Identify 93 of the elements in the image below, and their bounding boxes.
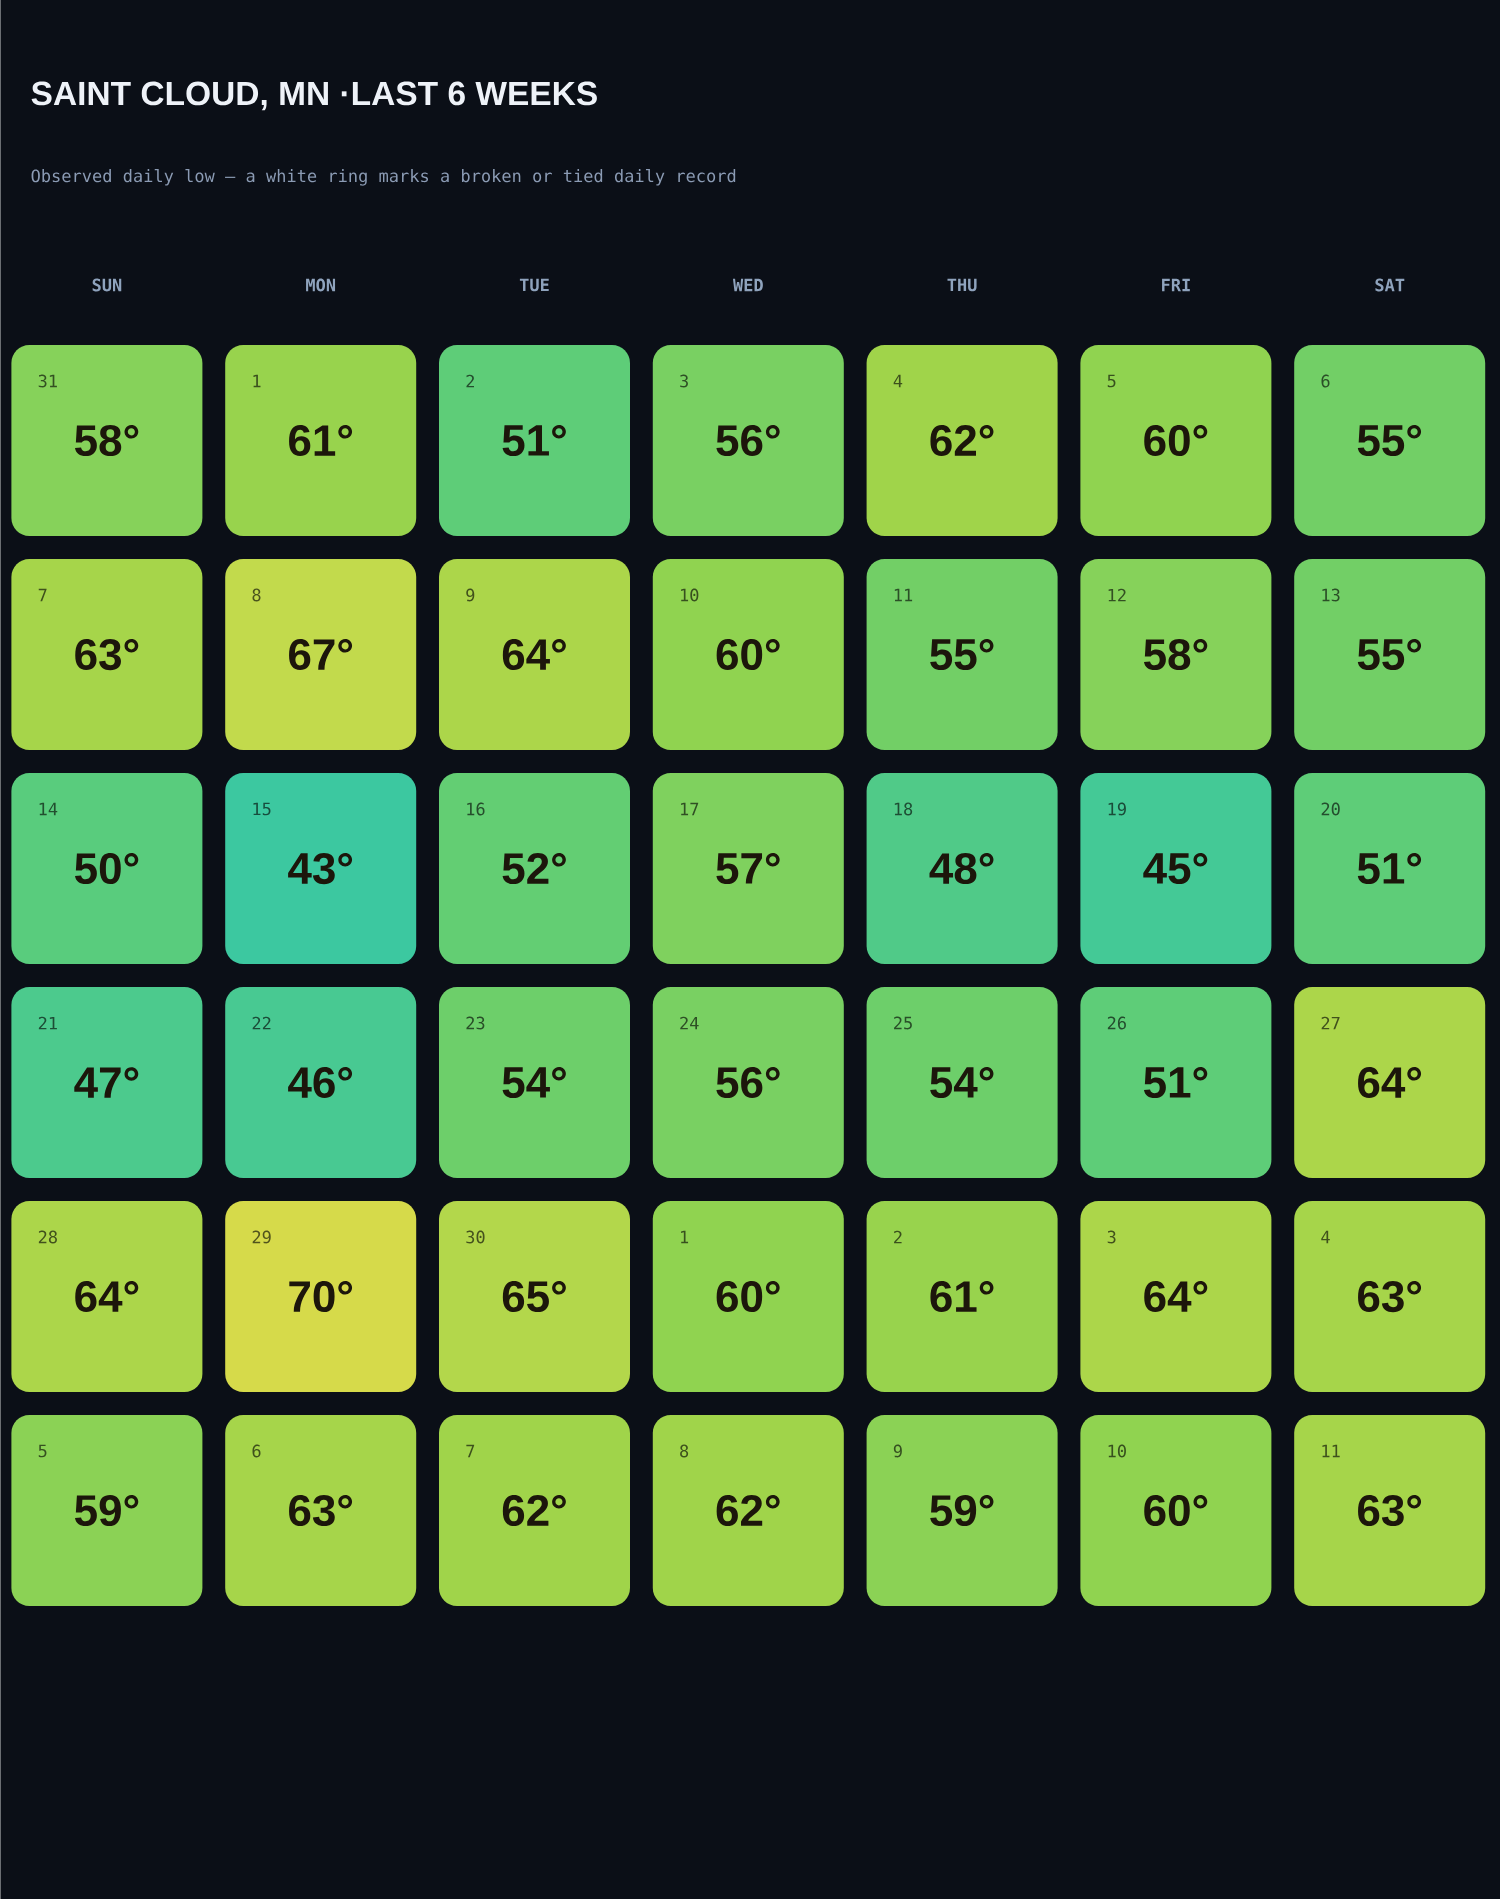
- chart-title: SAINT CLOUD, MN ·LAST 6 WEEKS: [31, 81, 597, 111]
- annotation: 3: [679, 374, 688, 388]
- annotation: 31: [38, 374, 57, 388]
- data-label: 56°: [716, 1066, 780, 1099]
- data-label: 50°: [74, 852, 139, 885]
- annotation: 5: [1107, 374, 1116, 388]
- data-label: 58°: [1143, 638, 1208, 671]
- data-label: 46°: [287, 1066, 352, 1099]
- data-label: 70°: [289, 1280, 352, 1313]
- data-label: 62°: [716, 1494, 780, 1527]
- data-label: 48°: [929, 852, 994, 885]
- annotation: 22: [252, 1016, 271, 1030]
- x-tick-label: MON: [305, 278, 335, 292]
- annotation: 14: [39, 802, 58, 816]
- annotation: 17: [680, 802, 698, 816]
- data-label: 51°: [502, 425, 566, 457]
- data-label: 60°: [716, 1280, 780, 1313]
- x-tick-label: TUE: [519, 278, 549, 292]
- data-label: 52°: [502, 852, 566, 885]
- data-label: 64°: [502, 638, 566, 671]
- data-label: 64°: [75, 1280, 139, 1313]
- data-label: 60°: [1144, 1494, 1208, 1527]
- data-label: 51°: [1143, 1067, 1208, 1099]
- annotation: 6: [252, 1444, 261, 1458]
- data-label: 45°: [1143, 853, 1208, 885]
- annotation: 7: [466, 1444, 474, 1458]
- data-label: 56°: [716, 424, 780, 457]
- data-label: 54°: [502, 1067, 566, 1099]
- annotation: 12: [1108, 588, 1126, 602]
- annotation: 7: [38, 588, 47, 602]
- annotation: 4: [1321, 1230, 1330, 1244]
- annotation: 23: [466, 1016, 485, 1030]
- data-label: 47°: [74, 1067, 139, 1098]
- annotation: 25: [893, 1016, 912, 1030]
- annotation: 26: [1107, 1016, 1126, 1030]
- data-label: 60°: [1144, 424, 1208, 457]
- annotation: 18: [894, 802, 912, 816]
- data-label: 55°: [930, 639, 994, 671]
- data-label: 63°: [75, 638, 139, 671]
- annotation: 10: [1108, 1444, 1126, 1458]
- x-tick-label: WED: [732, 278, 763, 292]
- annotation: 19: [1108, 802, 1126, 816]
- annotation: 10: [680, 588, 699, 602]
- annotation: 9: [466, 588, 475, 602]
- annotation: 2: [893, 1230, 902, 1244]
- annotation: 6: [1321, 374, 1330, 388]
- data-label: 57°: [716, 853, 780, 885]
- x-tick-label: SAT: [1375, 278, 1405, 292]
- annotation: 11: [1322, 1444, 1340, 1458]
- data-label: 65°: [502, 1280, 566, 1313]
- data-label: 61°: [930, 1280, 994, 1313]
- x-tick-label: SUN: [92, 278, 122, 292]
- annotation: 16: [467, 802, 485, 816]
- data-label: 54°: [930, 1067, 994, 1099]
- chart-subtitle: Observed daily low — a white ring marks a broken or tied daily record: [31, 169, 735, 186]
- data-label: 64°: [1144, 1280, 1208, 1313]
- data-label: 58°: [74, 424, 139, 457]
- annotation: 29: [252, 1230, 271, 1244]
- annotation: 27: [1321, 1016, 1340, 1030]
- x-tick-label: THU: [947, 278, 977, 292]
- annotation: 2: [466, 374, 474, 388]
- data-label: 63°: [1357, 1280, 1421, 1313]
- data-label: 63°: [288, 1494, 352, 1527]
- annotation: 21: [38, 1016, 57, 1030]
- data-label: 62°: [502, 1494, 566, 1527]
- annotation: 1: [253, 374, 261, 388]
- annotation: 8: [679, 1444, 688, 1458]
- annotation: 9: [893, 1444, 902, 1458]
- annotation: 30: [466, 1230, 485, 1244]
- annotation: 4: [893, 374, 903, 388]
- data-label: 62°: [930, 424, 994, 457]
- annotation: 15: [253, 802, 271, 816]
- data-label: 67°: [288, 638, 352, 671]
- annotation: 3: [1107, 1230, 1116, 1244]
- annotation: 8: [252, 588, 261, 602]
- data-label: 51°: [1357, 853, 1421, 885]
- annotation: 24: [680, 1016, 699, 1030]
- data-label: 55°: [1357, 425, 1421, 457]
- data-label: 55°: [1357, 639, 1421, 671]
- annotation: 28: [38, 1230, 57, 1244]
- annotation: 5: [38, 1444, 47, 1458]
- annotation: 20: [1321, 802, 1340, 816]
- data-label: 60°: [716, 638, 780, 671]
- data-label: 59°: [74, 1494, 139, 1527]
- data-label: 61°: [288, 424, 352, 457]
- x-tick-label: FRI: [1161, 278, 1190, 292]
- annotation: 1: [680, 1230, 688, 1244]
- data-label: 43°: [287, 852, 352, 885]
- data-label: 64°: [1357, 1066, 1421, 1099]
- annotation: 13: [1322, 588, 1340, 602]
- data-label: 63°: [1357, 1494, 1421, 1527]
- annotation: 11: [894, 588, 912, 602]
- data-label: 59°: [930, 1494, 994, 1527]
